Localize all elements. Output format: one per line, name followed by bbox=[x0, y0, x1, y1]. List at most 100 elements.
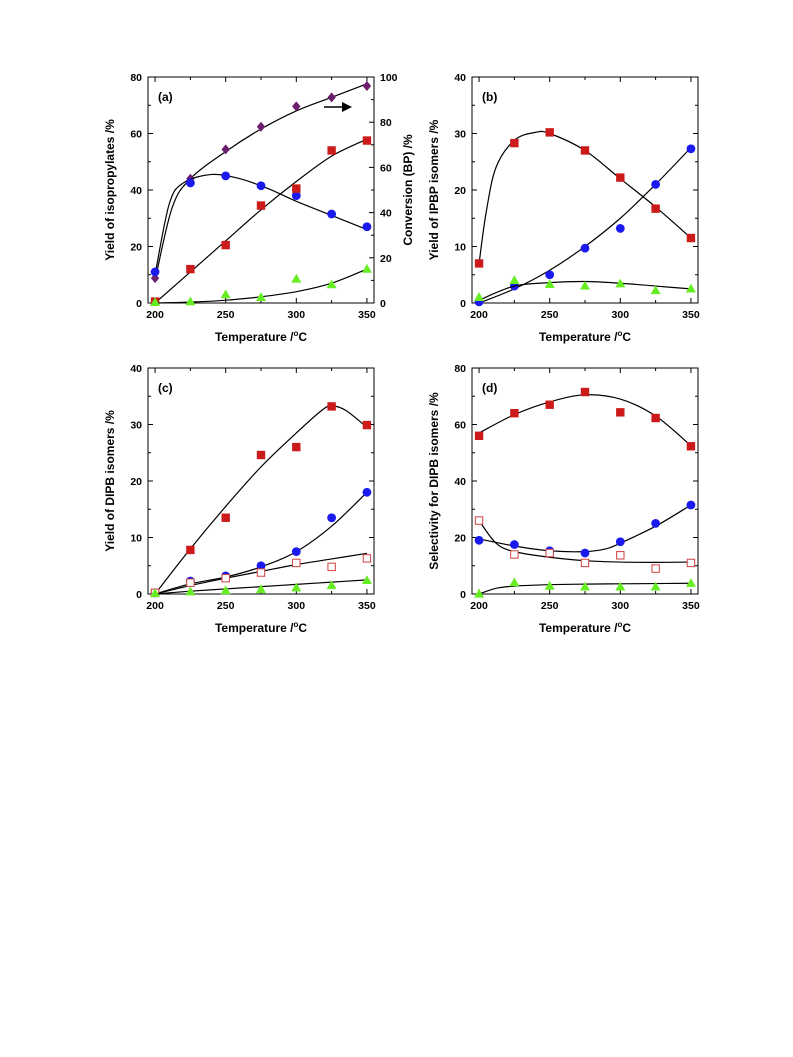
data-point bbox=[327, 209, 337, 219]
series-square-open bbox=[474, 516, 696, 573]
x-tick-label: 300 bbox=[288, 600, 306, 612]
data-point bbox=[474, 516, 484, 525]
y-tick-label: 20 bbox=[130, 242, 142, 254]
data-point bbox=[327, 146, 336, 155]
x-tick-label: 350 bbox=[358, 309, 376, 321]
series-square bbox=[474, 128, 696, 268]
fit-curve bbox=[478, 130, 692, 264]
data-point bbox=[615, 224, 625, 233]
x-axis-label: Temperature /oC bbox=[539, 620, 631, 635]
data-point bbox=[651, 564, 660, 573]
y2-axis-label: Conversion (BP) /% bbox=[401, 134, 415, 246]
data-point bbox=[686, 144, 696, 154]
x-tick-label: 300 bbox=[612, 600, 630, 612]
data-point bbox=[686, 442, 696, 451]
y-tick-label: 20 bbox=[454, 533, 466, 545]
y-tick-label: 40 bbox=[454, 72, 466, 84]
data-point bbox=[186, 545, 195, 555]
unit: C bbox=[298, 621, 307, 635]
y-tick-label: 30 bbox=[130, 420, 142, 432]
y-tick-label: 0 bbox=[460, 589, 466, 601]
fit-curve bbox=[154, 405, 368, 595]
chart-panel-d: 200 250 300 350 0 20 40 60 80 Temperature /oC Sele… bbox=[427, 363, 700, 635]
data-point bbox=[544, 279, 555, 288]
data-point bbox=[221, 573, 230, 583]
panel-label: (b) bbox=[482, 90, 497, 104]
y2-tick-label: 80 bbox=[380, 117, 392, 129]
y-axis-label: Yield of IPBP isomers /% bbox=[427, 119, 441, 260]
data-point bbox=[292, 442, 301, 452]
data-point bbox=[256, 568, 266, 577]
data-point bbox=[327, 92, 336, 103]
degree-superscript: o bbox=[617, 620, 622, 629]
data-point bbox=[474, 259, 484, 268]
x-tick-label: 200 bbox=[470, 309, 488, 321]
data-point bbox=[291, 273, 302, 283]
y-tick-label: 0 bbox=[460, 298, 466, 310]
data-point bbox=[685, 283, 696, 293]
panel-label: (a) bbox=[158, 90, 173, 104]
data-point bbox=[361, 575, 372, 585]
x-tick-label: 350 bbox=[358, 600, 376, 612]
series-circle bbox=[150, 171, 372, 277]
series-square bbox=[474, 387, 696, 451]
y-tick-label: 10 bbox=[454, 242, 466, 254]
degree-superscript: o bbox=[617, 329, 622, 338]
y2-tick-label: 100 bbox=[380, 72, 398, 84]
y-tick-label: 60 bbox=[454, 420, 466, 432]
data-point bbox=[256, 292, 266, 301]
fit-curve bbox=[154, 138, 368, 304]
data-point bbox=[509, 275, 520, 284]
y2-tick-label: 40 bbox=[380, 208, 392, 220]
y-axis-label: Selectivity for DIPB isomers /% bbox=[427, 392, 441, 570]
y-tick-label: 40 bbox=[454, 476, 466, 488]
fit-curve bbox=[478, 147, 692, 304]
x-tick-label: 350 bbox=[682, 600, 700, 612]
data-point bbox=[580, 387, 590, 397]
data-point bbox=[292, 101, 301, 112]
x-tick-label: 250 bbox=[541, 600, 559, 612]
data-point bbox=[150, 273, 160, 284]
data-point bbox=[509, 540, 519, 549]
data-point bbox=[544, 580, 555, 590]
panel-label: (d) bbox=[482, 381, 497, 395]
data-point bbox=[509, 577, 520, 587]
series-triangle bbox=[150, 263, 372, 307]
data-point bbox=[291, 191, 301, 201]
data-point bbox=[651, 179, 661, 189]
y-tick-label: 10 bbox=[130, 533, 142, 545]
data-point bbox=[256, 121, 266, 132]
x-tick-label: 250 bbox=[217, 600, 235, 612]
y-tick-label: 0 bbox=[136, 589, 142, 601]
chart-panel-c: 200 250 300 350 0 10 20 30 40 Temperature /oC Yiel… bbox=[103, 363, 376, 635]
data-point bbox=[580, 548, 590, 558]
data-point bbox=[362, 554, 372, 563]
data-point bbox=[615, 278, 626, 288]
chart-panel-b: 200 250 300 350 0 10 20 30 40 Temperature /oC Yiel… bbox=[427, 72, 700, 344]
data-point bbox=[291, 582, 302, 592]
y-tick-label: 30 bbox=[454, 129, 466, 141]
y-tick-label: 20 bbox=[130, 476, 142, 488]
data-point bbox=[615, 537, 625, 547]
data-point bbox=[580, 146, 590, 155]
data-point bbox=[651, 204, 660, 213]
fit-curve bbox=[154, 173, 368, 275]
series-triangle bbox=[474, 577, 696, 598]
x-tick-label: 350 bbox=[682, 309, 700, 321]
data-point bbox=[545, 270, 555, 280]
series-triangle bbox=[150, 575, 372, 598]
y-tick-label: 40 bbox=[130, 363, 142, 375]
y-tick-label: 80 bbox=[130, 72, 142, 84]
data-point bbox=[615, 581, 626, 591]
data-point bbox=[256, 584, 266, 594]
chart-panel-a: 200 250 300 350 0 20 40 60 80 0 20 40 60 80 100 Convers… bbox=[103, 72, 415, 344]
data-point bbox=[326, 279, 337, 289]
y-tick-label: 40 bbox=[130, 185, 142, 197]
data-point bbox=[185, 178, 195, 188]
y2-tick-label: 0 bbox=[380, 298, 386, 310]
data-point bbox=[686, 500, 696, 510]
degree-superscript: o bbox=[293, 620, 298, 629]
x-tick-label: 200 bbox=[146, 309, 164, 321]
data-point bbox=[221, 144, 230, 155]
y2-tick-label: 20 bbox=[380, 253, 392, 265]
